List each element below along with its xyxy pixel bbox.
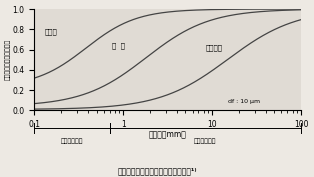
Text: df : 10 μm: df : 10 μm <box>228 99 260 104</box>
Text: 強  度: 強 度 <box>112 43 125 49</box>
Text: 長繊維レンジ: 長繊維レンジ <box>194 139 217 144</box>
Text: 図１　物性改善効果と繊維長の関係¹⁾: 図１ 物性改善効果と繊維長の関係¹⁾ <box>117 166 197 175</box>
Text: 弾性率: 弾性率 <box>45 28 57 35</box>
Text: 衝撃強度: 衝撃強度 <box>206 45 223 51</box>
Y-axis label: 無次元化繊維物性（－）: 無次元化繊維物性（－） <box>6 39 11 80</box>
X-axis label: 繊維長（mm）: 繊維長（mm） <box>149 131 187 140</box>
Text: 短繊維レンジ: 短繊維レンジ <box>61 139 83 144</box>
